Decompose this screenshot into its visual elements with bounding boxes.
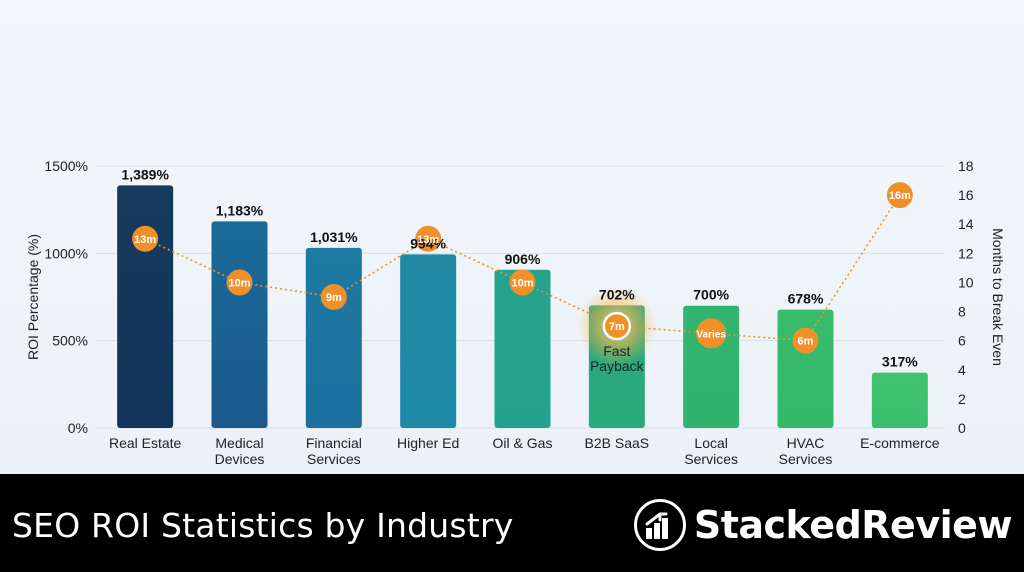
y2-tick-label: 8 [958,304,966,320]
bars-layer [117,185,928,428]
y2-tick-label: 18 [958,158,974,174]
y-tick-label: 1500% [44,158,88,174]
break-even-label: 16m [889,190,911,202]
y2-tick-label: 14 [958,216,974,232]
bar-value-label: 1,389% [121,166,169,182]
break-even-marker [602,311,632,341]
break-even-label: 10m [228,277,250,289]
y2-tick-label: 6 [958,333,966,349]
x-tick-label: E-commerce [860,435,940,451]
x-tick-label: Services [307,451,361,467]
footer-bar: SEO ROI Statistics by Industry StackedRe… [0,474,1024,572]
bar [400,254,457,428]
stackedreview-logo-icon [633,499,686,551]
y2-axis-label: Months to Break Even [990,228,1006,366]
break-even-label: 13m [134,234,156,246]
break-even-label: Varies [696,329,726,340]
y2-tick-label: 10 [958,274,974,290]
break-even-line [144,194,901,342]
break-even-marker [320,284,347,310]
x-tick-label: Higher Ed [397,435,459,451]
x-tick-label: Services [779,451,833,467]
y2-tick-label: 12 [958,245,974,261]
break-even-marker [509,269,536,296]
bar-value-label: 994% [410,235,446,251]
x-tick-label: Real Estate [109,435,182,451]
y-tick-label: 0% [68,420,88,436]
bar [117,185,174,428]
roi-chart: 0% 500% 1000% 1500% 0 2 4 6 8 10 12 14 16 18 ROI Perce… [25,158,1006,467]
x-tick-label: Medical [215,435,263,451]
x-tick-label: Local [694,435,727,451]
bar [305,247,362,428]
bar-value-label: 700% [693,287,729,303]
chart-area: 0% 500% 1000% 1500% 0 2 4 6 8 10 12 14 16 18 ROI Perce… [25,158,1006,467]
footer-title: SEO ROI Statistics by Industry [12,506,514,545]
break-even-marker [226,269,253,296]
y2-tick-label: 16 [958,187,974,203]
break-even-marker [132,225,159,252]
y2-tick-label: 4 [958,362,966,378]
break-even-label: 7m [609,321,625,333]
break-even-label: 10m [511,277,533,289]
break-even-label: 9m [326,292,342,304]
bar [777,309,834,428]
break-even-marker [886,182,913,209]
x-tick-label: HVAC [787,435,825,451]
y2-tick-label: 0 [958,420,966,436]
highlight-annotation: Fast [603,343,630,359]
break-even-marker [696,318,727,349]
y-tick-label: 1000% [44,245,88,261]
x-tick-label: B2B SaaS [585,435,650,451]
y2-tick-label: 2 [958,391,966,407]
bar-value-label: 906% [505,251,541,267]
x-tick-label: Devices [215,451,265,467]
break-even-marker [792,327,819,354]
labels-layer: 1,389% 1,183% 1,031% 994% 906% 702% 700% 678% 31… [109,166,940,467]
break-even-marker [415,225,442,252]
break-even-line-layer [132,182,913,367]
bar [494,269,551,428]
break-even-label: 6m [798,336,814,348]
highlight-annotation: Payback [590,358,645,374]
bar-value-label: 702% [599,286,635,302]
bar-value-label: 678% [788,291,824,307]
x-tick-label: Oil & Gas [493,435,553,451]
bar-value-label: 317% [882,354,918,370]
break-even-label: 13m [417,234,439,246]
bar [211,221,268,428]
brand[interactable]: StackedReview [633,498,1013,552]
bar-value-label: 1,031% [310,229,358,245]
bar [871,372,928,428]
y-tick-label: 500% [52,333,88,349]
bar-value-label: 1,183% [216,202,264,218]
x-tick-label: Services [684,451,738,467]
brand-name: StackedReview [693,503,1013,547]
x-tick-label: Financial [306,435,362,451]
y-axis-label: ROI Percentage (%) [25,234,41,360]
